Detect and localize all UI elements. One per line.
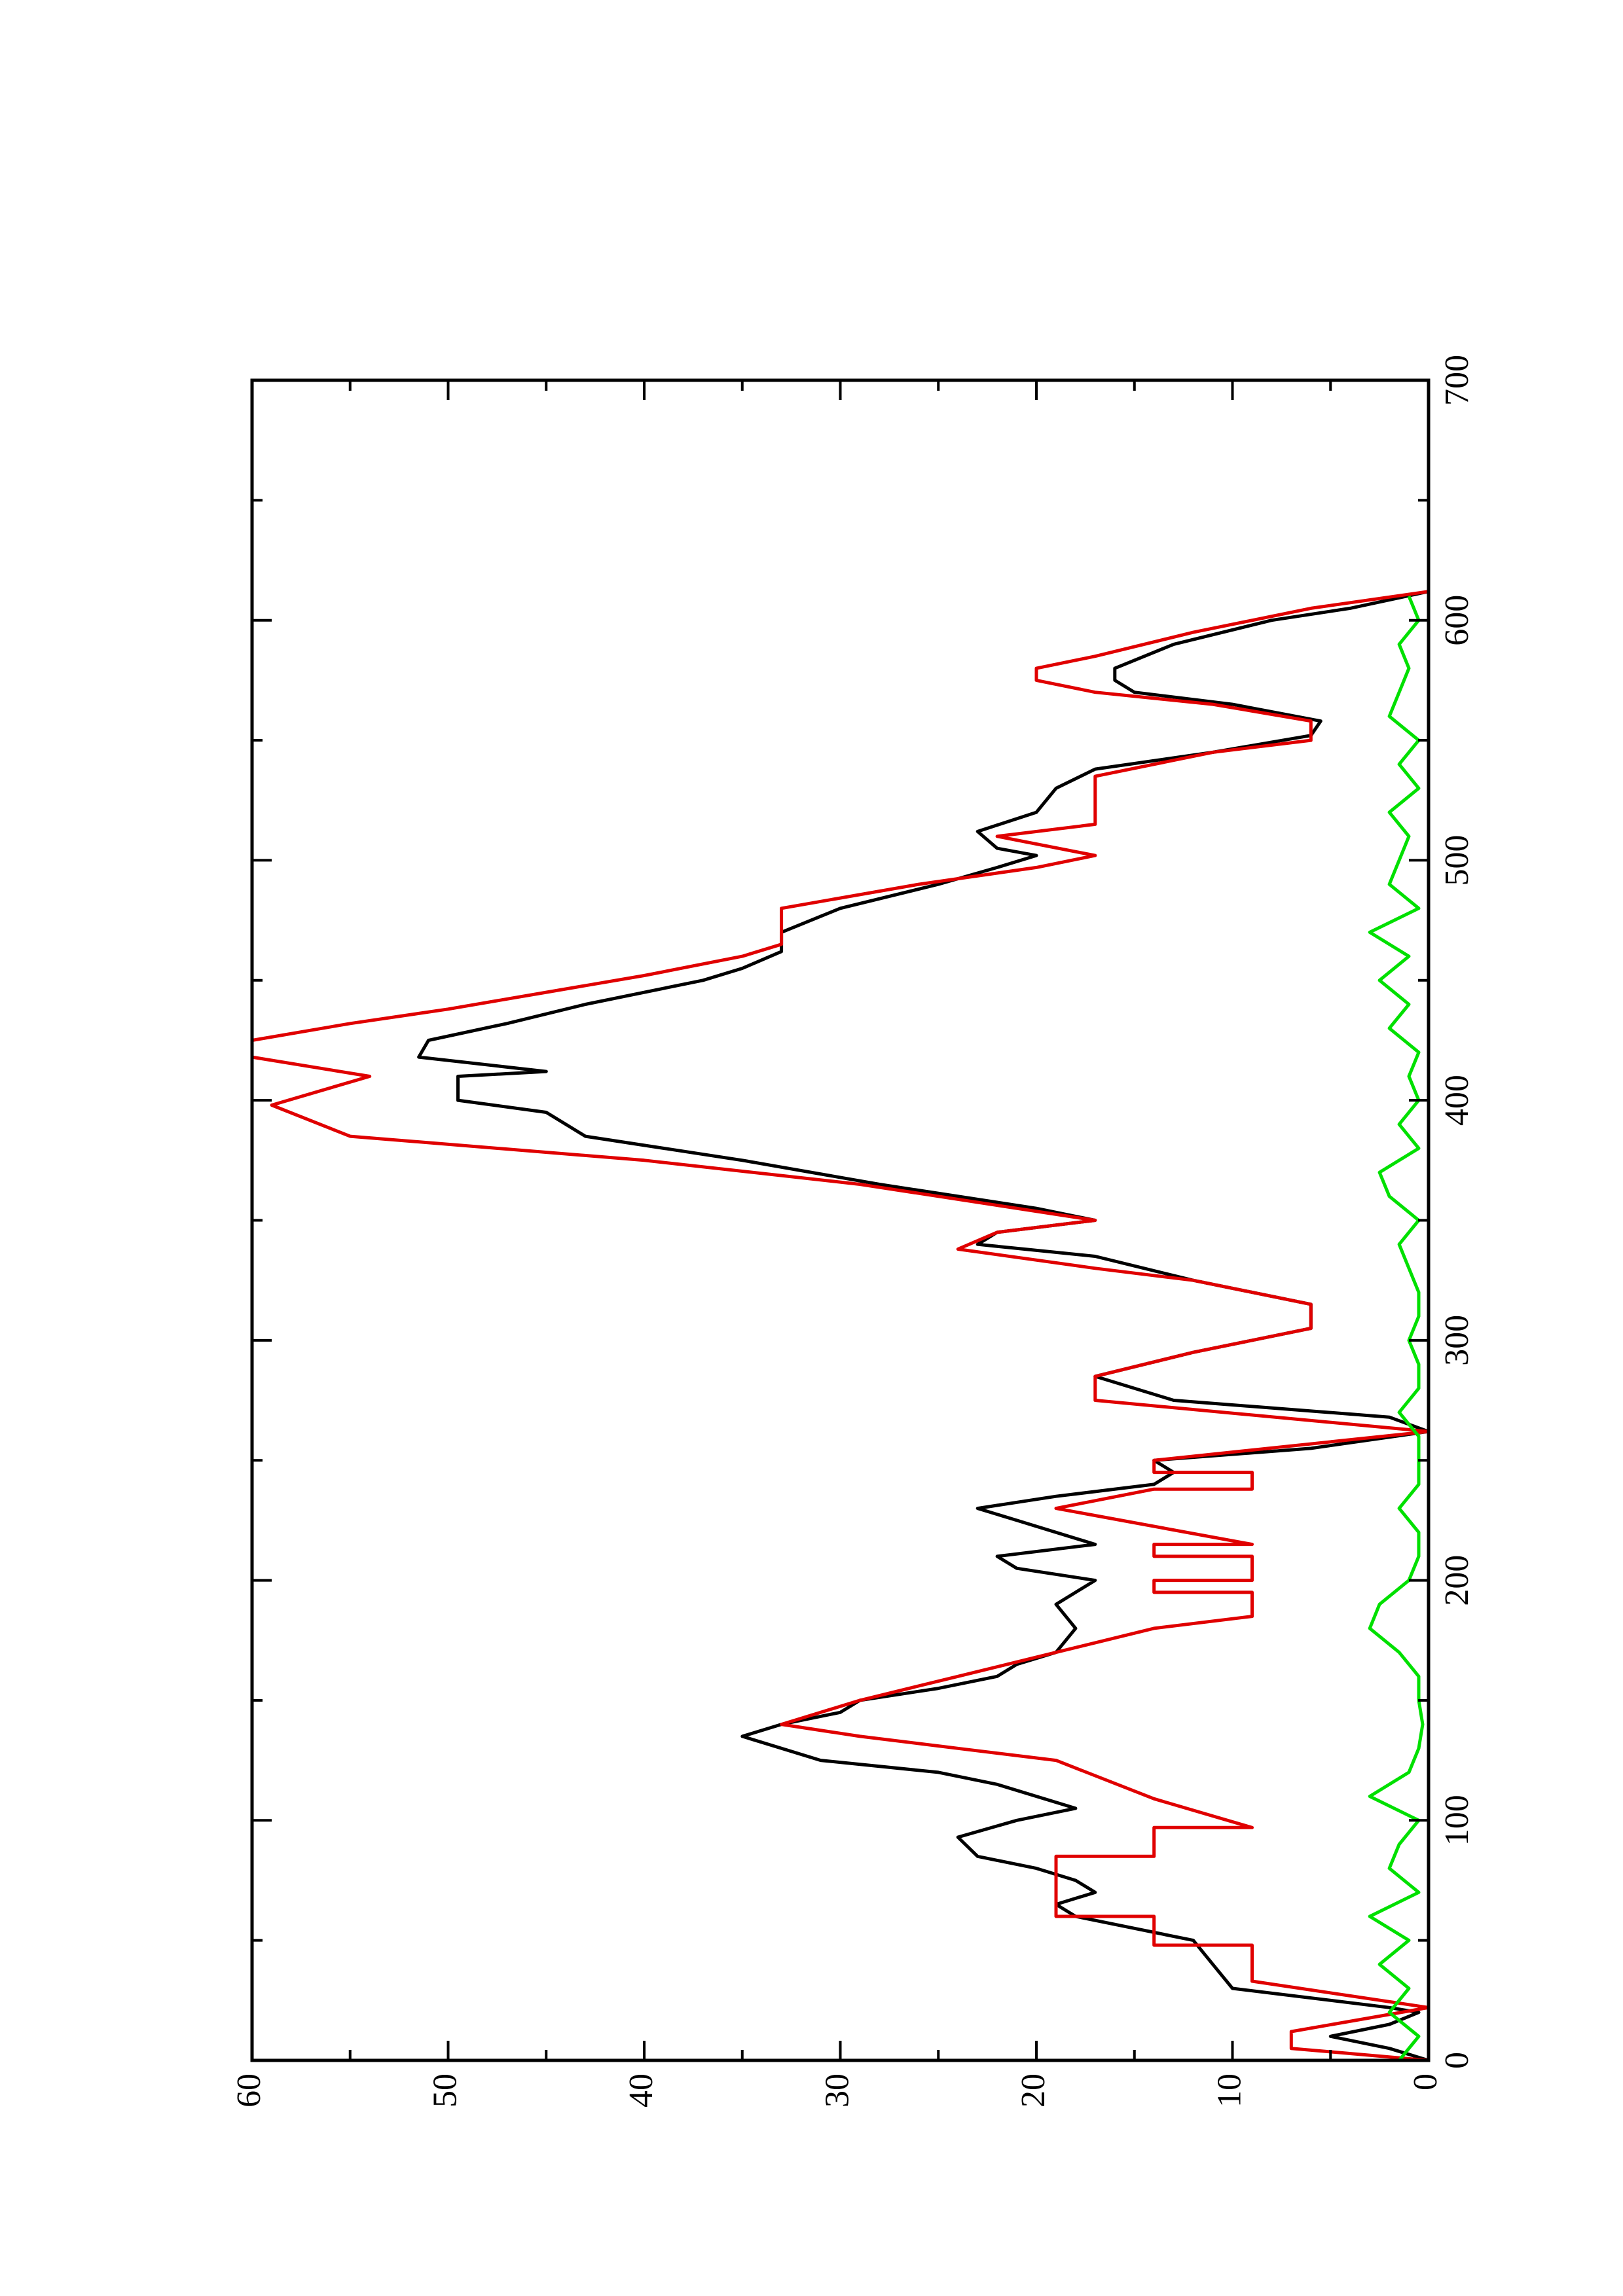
x-tick-label: 700 [1438,355,1476,406]
x-tick-label: 500 [1438,834,1476,886]
series-line [1368,596,1425,2062]
plot-area: 0 100 200 300 400 500 600 700 0 10 20 30 40 50 60 [230,355,1476,2108]
series-line [250,590,1431,2062]
series-line [417,590,1431,2062]
x-tick-label: 0 [1438,2052,1476,2069]
y-tick-label: 40 [623,2073,660,2108]
y-tick-label: 30 [818,2073,856,2108]
x-tick-label: 400 [1438,1075,1476,1126]
y-tick-label: 50 [426,2073,464,2108]
y-tick-label: 10 [1211,2073,1248,2108]
y-tick-label: 60 [230,2073,268,2108]
x-tick-label: 600 [1438,595,1476,646]
y-tick-label: 20 [1015,2073,1052,2108]
y-tick-label: 0 [1407,2073,1444,2090]
x-tick-label: 100 [1438,1795,1476,1846]
x-tick-label: 200 [1438,1555,1476,1606]
x-tick-label: 300 [1438,1315,1476,1366]
